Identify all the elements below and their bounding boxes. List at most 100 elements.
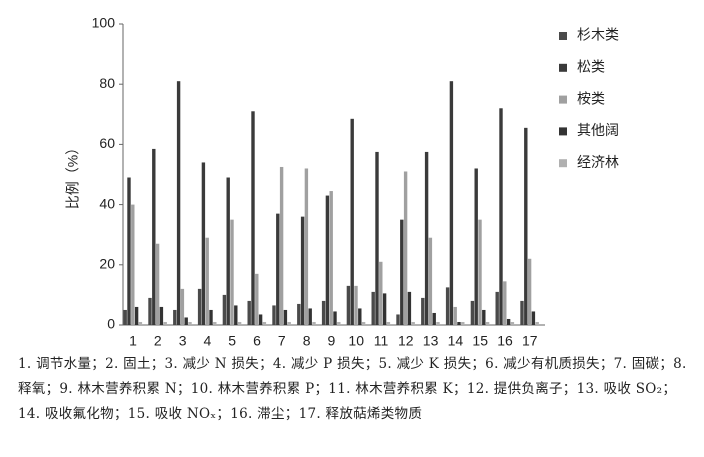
bar [173, 309, 177, 325]
bar [361, 321, 366, 325]
bar [520, 300, 524, 325]
legend-label: 松类 [577, 59, 605, 75]
bar [396, 314, 400, 325]
bar [346, 285, 351, 325]
bar [163, 321, 167, 325]
bar [234, 305, 238, 325]
bar [297, 303, 301, 325]
bar [300, 216, 305, 325]
bar [155, 243, 160, 325]
bar [428, 237, 433, 325]
x-tick-label: 13 [423, 333, 439, 349]
x-tick-label: 2 [154, 333, 162, 349]
bar [148, 297, 152, 325]
bar [213, 321, 217, 325]
bar [485, 321, 490, 325]
y-tick-label: 80 [99, 75, 115, 91]
bar [258, 314, 263, 325]
bar [205, 237, 209, 325]
bar [535, 321, 539, 325]
legend-swatch [559, 63, 567, 72]
legend-swatch [559, 32, 567, 40]
bar [176, 81, 181, 325]
bar [478, 219, 482, 325]
bar [197, 288, 202, 325]
bar [237, 321, 242, 325]
bar [482, 309, 486, 325]
bar [255, 273, 259, 325]
bar [371, 291, 375, 325]
x-tick-label: 8 [303, 333, 311, 349]
bar [247, 300, 251, 325]
x-tick-label: 16 [497, 333, 513, 349]
bar [510, 321, 515, 325]
y-axis-label: 比例（%） [65, 141, 81, 209]
bar [449, 81, 454, 325]
bar [251, 111, 255, 325]
bar [312, 321, 316, 325]
x-tick-label: 14 [448, 333, 464, 349]
x-tick-label: 10 [348, 333, 364, 349]
legend-label: 经济林 [577, 154, 619, 170]
y-tick-label: 40 [99, 195, 115, 211]
bar [321, 300, 326, 325]
bar [127, 177, 131, 325]
bar [201, 162, 206, 325]
bar [304, 168, 309, 325]
bar [382, 293, 387, 325]
bar [499, 108, 503, 325]
bar [457, 321, 461, 325]
bar [279, 166, 284, 325]
bar [358, 308, 362, 325]
bar [424, 151, 429, 325]
x-tick-label: 3 [179, 333, 187, 349]
bar [230, 219, 234, 325]
bar [379, 261, 383, 325]
bar [131, 204, 135, 325]
bar [453, 306, 457, 325]
bar [180, 288, 185, 325]
caption: 1. 调节水量；2. 固土；3. 减少 N 损失；4. 减少 P 损失；5. 减… [18, 356, 687, 422]
bar [287, 321, 291, 325]
x-tick-label: 11 [374, 333, 389, 349]
legend-label: 杉木类 [577, 27, 619, 43]
bar [337, 321, 341, 325]
bar [276, 213, 280, 325]
x-tick-label: 9 [328, 333, 336, 349]
x-tick-label: 6 [253, 333, 261, 349]
bar [375, 151, 379, 325]
bar [138, 321, 143, 325]
bar [184, 317, 188, 325]
bar [222, 294, 227, 325]
bar [503, 281, 507, 325]
x-tick-label: 7 [278, 333, 286, 349]
bar [531, 311, 536, 325]
x-tick-label: 15 [472, 333, 488, 349]
bar [134, 306, 139, 325]
bar [308, 308, 312, 325]
y-tick-label: 100 [92, 15, 116, 31]
bar [272, 305, 276, 325]
bar [350, 118, 354, 325]
bar [209, 309, 213, 325]
bar [283, 309, 288, 325]
legend-label: 桉类 [577, 90, 605, 106]
bar [421, 297, 425, 325]
bar [386, 321, 391, 325]
y-tick-label: 60 [99, 135, 115, 151]
y-tick-label: 0 [107, 316, 115, 332]
x-tick-label: 5 [228, 333, 236, 349]
bar [159, 306, 164, 325]
bar [506, 318, 511, 325]
bar [152, 148, 156, 325]
legend-swatch [559, 95, 567, 104]
legend-swatch [559, 127, 567, 136]
bar [474, 168, 478, 325]
bar [411, 321, 415, 325]
bar [333, 311, 337, 325]
bar [495, 291, 499, 325]
bar [445, 287, 450, 325]
x-tick-label: 12 [398, 333, 414, 349]
legend-label: 其他阔 [577, 122, 619, 138]
